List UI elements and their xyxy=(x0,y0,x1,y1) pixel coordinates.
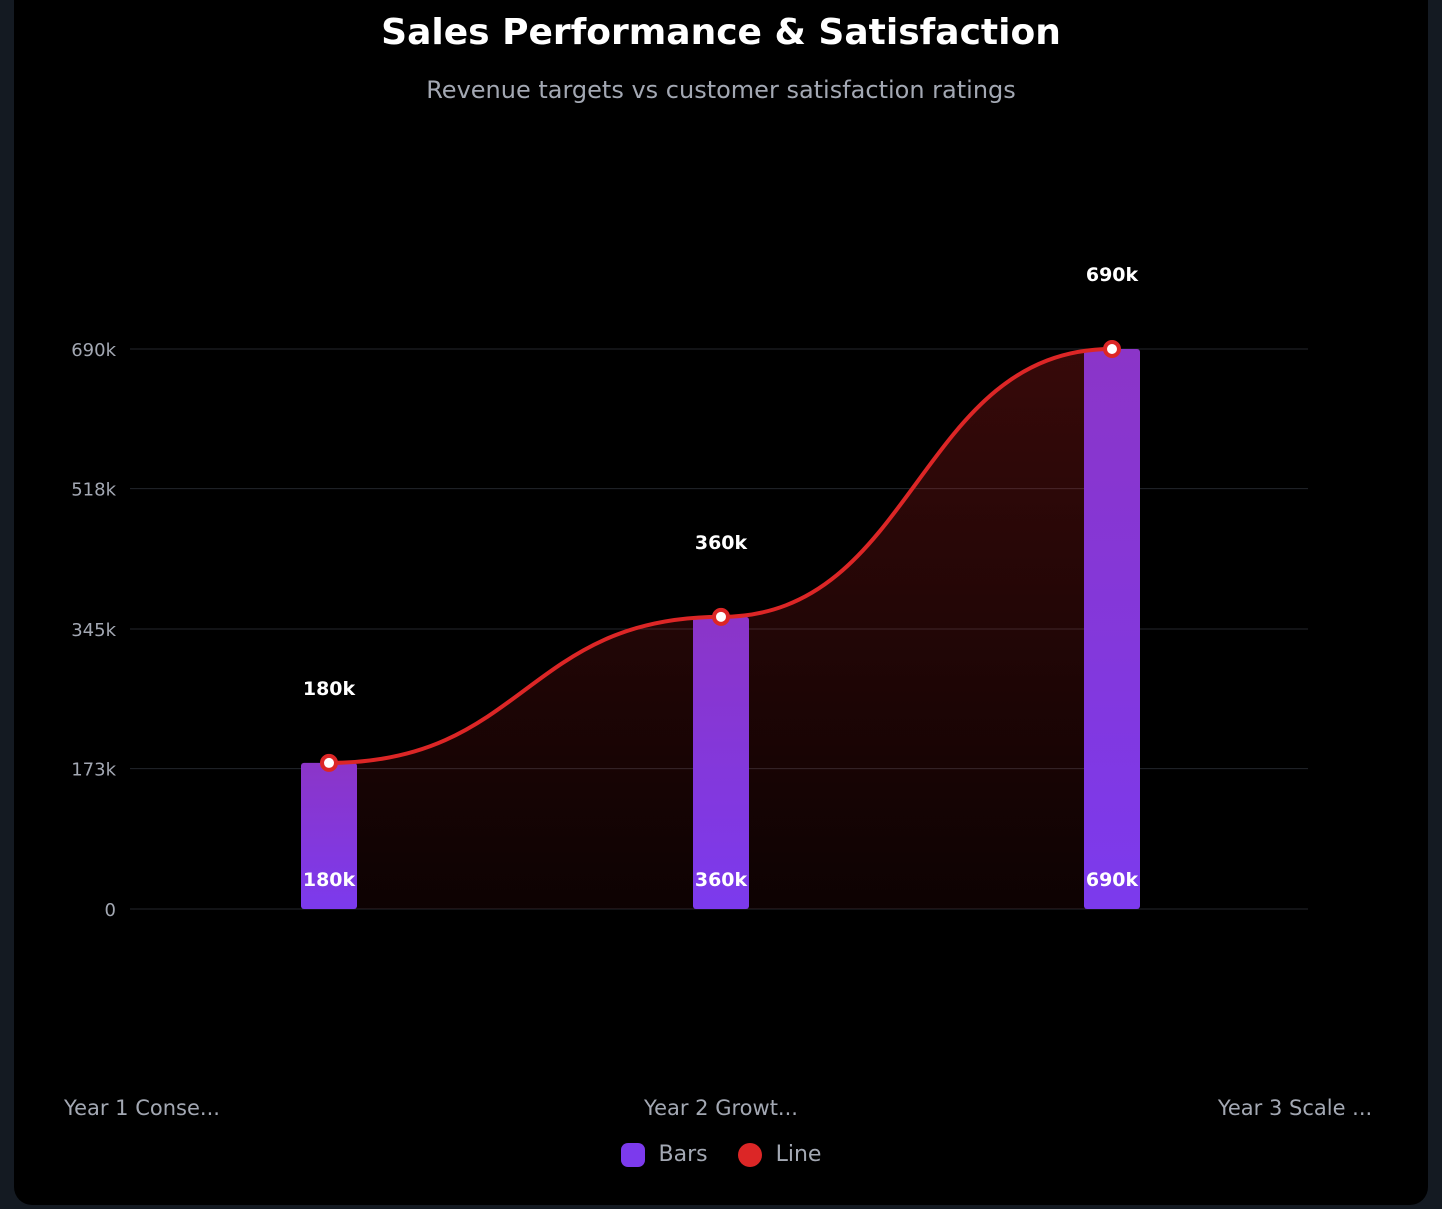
legend-label-bars: Bars xyxy=(658,1142,708,1167)
line-value-label: 690k xyxy=(1086,264,1139,286)
legend-item-line[interactable]: Line xyxy=(737,1142,822,1167)
bar xyxy=(301,762,357,909)
y-tick-label: 345k xyxy=(71,620,116,641)
line-value-label: 360k xyxy=(695,532,748,554)
bar-value-label: 690k xyxy=(1086,869,1139,891)
y-tick-label: 173k xyxy=(71,760,116,781)
legend-item-bars[interactable]: Bars xyxy=(620,1142,708,1167)
chart-title: Sales Performance & Satisfaction xyxy=(381,12,1061,53)
bar-value-label: 360k xyxy=(695,869,748,891)
y-tick-label: 690k xyxy=(71,340,116,361)
line-value-label: 180k xyxy=(303,678,356,700)
line-point xyxy=(320,753,338,772)
y-tick-label: 0 xyxy=(105,900,116,921)
legend-swatch-bars xyxy=(620,1142,645,1167)
chart-card xyxy=(14,0,1428,1205)
bar-value-label: 180k xyxy=(303,869,356,891)
bar xyxy=(693,616,749,909)
x-tick-label: Year 1 Conse... xyxy=(63,1096,220,1120)
line-point xyxy=(712,607,730,626)
line-point xyxy=(1103,340,1121,358)
legend-swatch-line xyxy=(737,1142,762,1167)
legend-label-line: Line xyxy=(775,1142,822,1167)
y-tick-label: 518k xyxy=(71,480,116,501)
x-tick-label: Year 2 Growt... xyxy=(643,1096,798,1120)
x-tick-label: Year 3 Scale ... xyxy=(1217,1096,1372,1120)
legend: Bars Line xyxy=(0,1142,1442,1167)
chart-subtitle: Revenue targets vs customer satisfaction… xyxy=(426,76,1016,104)
bar xyxy=(1084,349,1140,909)
